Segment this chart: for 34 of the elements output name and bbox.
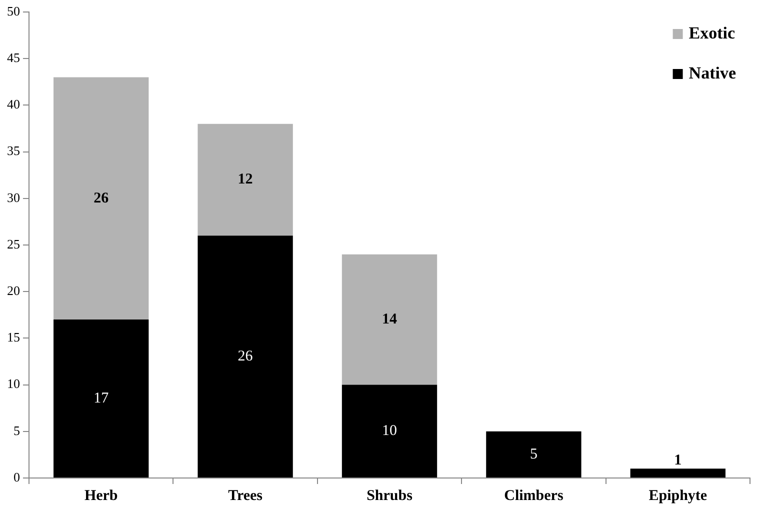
data-label: 12 bbox=[238, 172, 253, 188]
y-tick-label: 35 bbox=[7, 143, 20, 158]
legend-label: Exotic bbox=[688, 23, 736, 42]
bar bbox=[198, 124, 293, 236]
legend-label: Native bbox=[688, 63, 736, 82]
data-label: 17 bbox=[94, 390, 110, 406]
data-label: 10 bbox=[382, 423, 397, 440]
y-tick-label: 30 bbox=[7, 190, 20, 205]
data-label: 26 bbox=[94, 190, 110, 206]
bar bbox=[198, 236, 293, 478]
y-tick-label: 20 bbox=[7, 283, 20, 298]
x-tick-label: Trees bbox=[228, 488, 263, 504]
y-tick-label: 15 bbox=[7, 330, 20, 345]
bar bbox=[486, 431, 582, 478]
bar bbox=[342, 254, 438, 385]
y-tick-label: 0 bbox=[14, 469, 20, 484]
data-label: 1 bbox=[674, 452, 682, 469]
x-tick-label: Climbers bbox=[504, 488, 564, 504]
x-tick-label: Herb bbox=[84, 488, 118, 504]
bar bbox=[54, 77, 149, 320]
bar bbox=[54, 320, 149, 478]
y-tick-label: 50 bbox=[7, 3, 20, 18]
bar bbox=[342, 384, 438, 478]
y-tick-label: 10 bbox=[7, 376, 20, 392]
x-tick-label: Shrubs bbox=[366, 488, 413, 504]
y-tick-label: 25 bbox=[7, 236, 20, 252]
bar bbox=[630, 468, 726, 478]
data-label: 26 bbox=[238, 348, 254, 365]
x-tick-label: Epiphyte bbox=[648, 488, 708, 504]
y-tick-label: 5 bbox=[14, 422, 20, 438]
data-label: 5 bbox=[530, 446, 538, 462]
y-tick-label: 45 bbox=[7, 50, 20, 66]
data-label: 14 bbox=[382, 311, 398, 328]
y-tick-label: 40 bbox=[7, 96, 20, 112]
